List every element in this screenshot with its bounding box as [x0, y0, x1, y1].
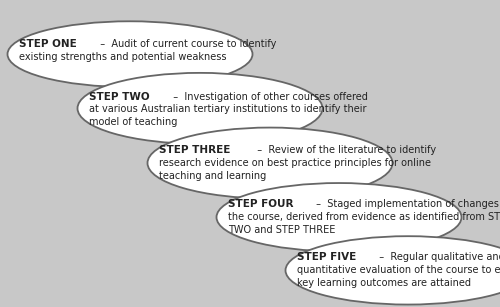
Text: STEP TWO: STEP TWO [89, 91, 150, 102]
Text: –  Staged implementation of changes to: – Staged implementation of changes to [312, 199, 500, 209]
Text: STEP ONE: STEP ONE [19, 39, 77, 49]
Text: STEP THREE: STEP THREE [159, 145, 230, 155]
Text: STEP FIVE: STEP FIVE [297, 252, 356, 262]
Text: existing strengths and potential weakness: existing strengths and potential weaknes… [19, 52, 227, 62]
Ellipse shape [148, 128, 392, 199]
Ellipse shape [8, 21, 252, 87]
Text: TWO and STEP THREE: TWO and STEP THREE [228, 225, 336, 235]
Text: –  Audit of current course to identify: – Audit of current course to identify [94, 39, 276, 49]
Ellipse shape [286, 236, 500, 305]
Text: –  Investigation of other courses offered: – Investigation of other courses offered [167, 91, 368, 102]
Ellipse shape [78, 73, 322, 144]
Ellipse shape [216, 183, 462, 251]
Text: key learning outcomes are attained: key learning outcomes are attained [297, 278, 471, 288]
Text: model of teaching: model of teaching [89, 117, 178, 127]
Text: teaching and learning: teaching and learning [159, 171, 266, 181]
Text: –  Review of the literature to identify: – Review of the literature to identify [251, 145, 436, 155]
Text: –  Regular qualitative and: – Regular qualitative and [374, 252, 500, 262]
Text: research evidence on best practice principles for online: research evidence on best practice princ… [159, 158, 431, 168]
Text: the course, derived from evidence as identified from STEP: the course, derived from evidence as ide… [228, 212, 500, 222]
Text: quantitative evaluation of the course to ensure: quantitative evaluation of the course to… [297, 265, 500, 275]
Text: at various Australian tertiary institutions to identify their: at various Australian tertiary instituti… [89, 104, 366, 115]
Text: STEP FOUR: STEP FOUR [228, 199, 294, 209]
